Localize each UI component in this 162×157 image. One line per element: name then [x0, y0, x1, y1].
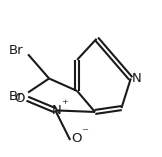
- Text: ⁺: ⁺: [62, 98, 68, 111]
- Text: ⁻: ⁻: [81, 127, 88, 139]
- Text: Br: Br: [9, 44, 24, 57]
- Text: Br: Br: [9, 90, 24, 103]
- Text: N: N: [132, 72, 142, 85]
- Text: O: O: [71, 132, 82, 145]
- Text: O: O: [14, 92, 24, 105]
- Text: N: N: [52, 104, 61, 117]
